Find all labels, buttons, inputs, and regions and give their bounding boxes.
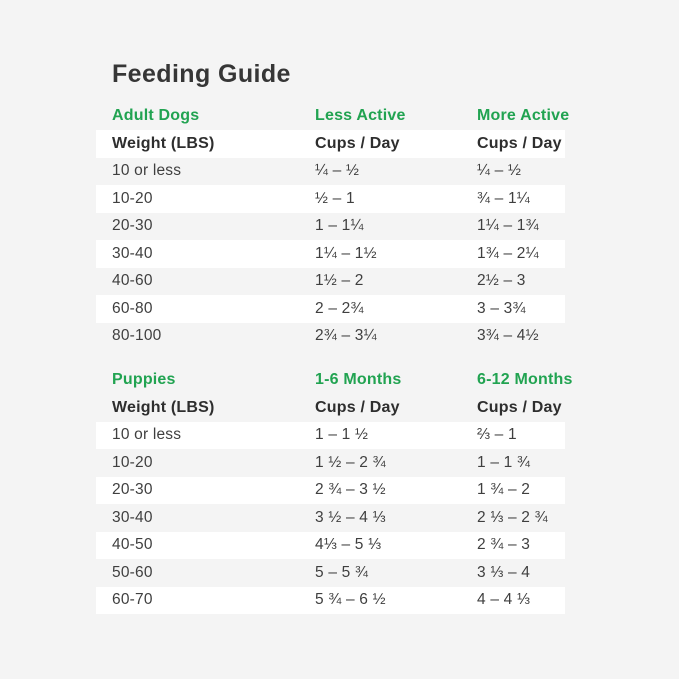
subheader-row: Weight (LBS) Cups / Day Cups / Day [96,394,565,422]
cups-cell: 1 – 1¼ [315,217,364,235]
subheader-cups: Cups / Day [477,134,562,152]
cups-cell: 3¾ – 4½ [477,327,539,345]
cups-cell: 2 ¾ – 3 [477,536,531,554]
cups-cell: 1½ – 2 [315,272,364,290]
subheader-cups: Cups / Day [315,398,400,416]
cups-cell: ¾ – 1¼ [477,189,530,207]
weight-cell: 10-20 [112,189,153,207]
weight-cell: 30-40 [112,244,153,262]
weight-cell: 60-70 [112,591,153,609]
table-row: 50-60 5 – 5 ¾ 3 ⅓ – 4 [96,559,565,587]
section-header-row: Adult Dogs Less Active More Active [96,102,569,130]
weight-cell: 80-100 [112,327,162,345]
section-title: Puppies [112,371,176,388]
subheader-weight: Weight (LBS) [112,398,215,416]
table-row: 10 or less ¼ – ½ ¼ – ½ [96,158,565,186]
table-row: 30-40 3 ½ – 4 ⅓ 2 ⅓ – 2 ¾ [96,504,565,532]
column-header-1-6-months: 1-6 Months [315,371,402,388]
weight-cell: 40-60 [112,272,153,290]
cups-cell: 1 ¾ – 2 [477,481,531,499]
cups-cell: 3 – 3¾ [477,299,526,317]
table-row: 10-20 ½ – 1 ¾ – 1¼ [96,185,565,213]
cups-cell: 2 ¾ – 3 ½ [315,481,386,499]
section-puppies: Puppies 1-6 Months 6-12 Months Weight (L… [96,366,572,614]
weight-cell: 30-40 [112,508,153,526]
cups-cell: 1 ½ – 2 ¾ [315,453,386,471]
cups-cell: 3 ½ – 4 ⅓ [315,508,386,526]
cups-cell: 2 – 2¾ [315,299,364,317]
weight-cell: 10 or less [112,162,182,180]
cups-cell: 2½ – 3 [477,272,526,290]
subheader-weight: Weight (LBS) [112,134,215,152]
cups-cell: 1 – 1 ¾ [477,453,531,471]
weight-cell: 10 or less [112,426,182,444]
cups-cell: ½ – 1 [315,189,355,207]
cups-cell: ¼ – ½ [477,162,522,180]
table-row: 20-30 2 ¾ – 3 ½ 1 ¾ – 2 [96,476,565,504]
cups-cell: 2¾ – 3¼ [315,327,377,345]
table-row: 40-50 4⅓ – 5 ⅓ 2 ¾ – 3 [96,531,565,559]
weight-cell: 40-50 [112,536,153,554]
cups-cell: 2 ⅓ – 2 ¾ [477,508,548,526]
cups-cell: 1¼ – 1½ [315,244,377,262]
cups-cell: 5 – 5 ¾ [315,563,369,581]
table-row: 10-20 1 ½ – 2 ¾ 1 – 1 ¾ [96,449,565,477]
table-row: 30-40 1¼ – 1½ 1¾ – 2¼ [96,240,565,268]
weight-cell: 10-20 [112,453,153,471]
cups-cell: 4⅓ – 5 ⅓ [315,536,382,554]
table-row: 10 or less 1 – 1 ½ ⅔ – 1 [96,421,565,449]
weight-cell: 20-30 [112,217,153,235]
cups-cell: ¼ – ½ [315,162,360,180]
table-row: 60-70 5 ¾ – 6 ½ 4 – 4 ⅓ [96,586,565,614]
weight-cell: 50-60 [112,563,153,581]
table-row: 20-30 1 – 1¼ 1¼ – 1¾ [96,213,565,241]
cups-cell: 1¼ – 1¾ [477,217,539,235]
page-title: Feeding Guide [112,60,291,88]
weight-cell: 20-30 [112,481,153,499]
feeding-guide-content: Feeding Guide Adult Dogs Less Active Mor… [96,60,572,614]
weight-cell: 60-80 [112,299,153,317]
section-header-row: Puppies 1-6 Months 6-12 Months [96,366,572,394]
table-row: 40-60 1½ – 2 2½ – 3 [96,268,565,296]
cups-cell: ⅔ – 1 [477,426,517,444]
cups-cell: 5 ¾ – 6 ½ [315,591,386,609]
cups-cell: 1 – 1 ½ [315,426,369,444]
table-row: 80-100 2¾ – 3¼ 3¾ – 4½ [96,323,565,351]
column-header-more-active: More Active [477,107,570,124]
subheader-row: Weight (LBS) Cups / Day Cups / Day [96,130,565,158]
table-row: 60-80 2 – 2¾ 3 – 3¾ [96,295,565,323]
subheader-cups: Cups / Day [477,398,562,416]
column-header-less-active: Less Active [315,107,406,124]
cups-cell: 4 – 4 ⅓ [477,591,531,609]
column-header-6-12-months: 6-12 Months [477,371,573,388]
cups-cell: 3 ⅓ – 4 [477,563,531,581]
subheader-cups: Cups / Day [315,134,400,152]
section-title: Adult Dogs [112,107,200,124]
section-adult-dogs: Adult Dogs Less Active More Active Weigh… [96,102,569,351]
cups-cell: 1¾ – 2¼ [477,244,539,262]
